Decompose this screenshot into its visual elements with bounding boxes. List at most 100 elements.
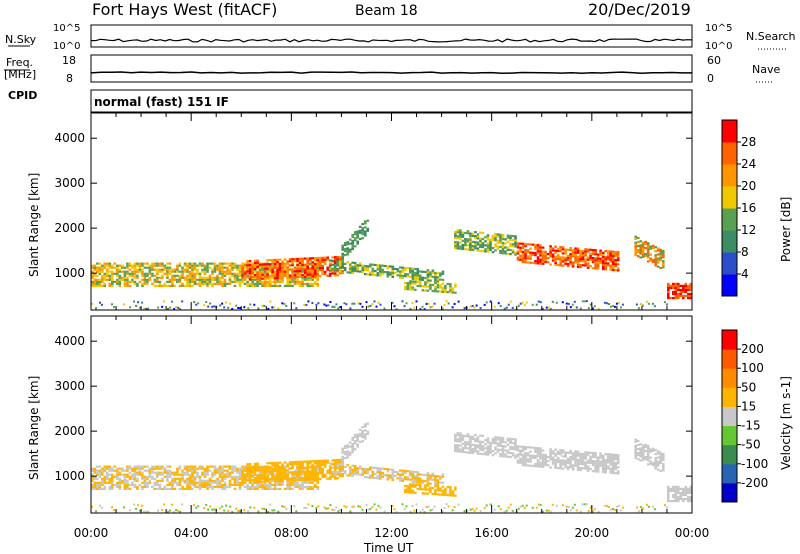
power-cell	[371, 273, 375, 276]
power-cell	[213, 278, 217, 281]
power-cell	[369, 263, 372, 266]
velocity-cell	[226, 475, 229, 478]
velocity-cell	[615, 505, 618, 508]
velocity-cell	[667, 495, 670, 499]
power-cell	[338, 272, 342, 275]
velocity-cell	[296, 477, 299, 480]
velocity-cell	[591, 510, 594, 513]
velocity-cell	[606, 455, 610, 458]
power-cell	[137, 301, 140, 304]
velocity-cell	[484, 451, 487, 454]
power-cell	[584, 262, 587, 265]
power-cell	[106, 278, 109, 281]
power-cell	[168, 278, 172, 281]
power-cell	[579, 307, 582, 310]
velocity-cell	[96, 471, 99, 474]
velocity-cell	[276, 469, 279, 472]
power-cell	[295, 307, 298, 310]
velocity-cell	[271, 474, 274, 477]
power-cell	[569, 306, 572, 309]
power-cell	[146, 280, 149, 283]
velocity-cell	[341, 463, 344, 466]
power-cell	[233, 262, 237, 265]
power-cell	[569, 253, 572, 256]
velocity-cell	[303, 476, 307, 479]
power-cell	[569, 257, 572, 260]
power-cell	[476, 235, 480, 238]
velocity-cell	[278, 481, 282, 484]
power-cell	[113, 306, 115, 309]
power-cell	[133, 272, 137, 275]
velocity-cell	[236, 467, 239, 470]
power-cell	[188, 262, 192, 265]
power-cell	[476, 247, 480, 250]
velocity-cell	[301, 460, 304, 463]
power-cell	[364, 269, 367, 272]
power-cell	[211, 272, 214, 275]
velocity-cell	[311, 468, 314, 471]
power-cell	[303, 263, 307, 266]
velocity-cell	[434, 491, 437, 494]
power-cell	[256, 277, 259, 280]
velocity-cell	[369, 468, 372, 471]
velocity-cell	[411, 505, 414, 508]
power-cell	[581, 300, 584, 303]
power-cell	[196, 272, 199, 275]
power-cell	[153, 284, 157, 287]
velocity-cell	[116, 475, 119, 478]
velocity-cell	[364, 429, 367, 432]
velocity-cell	[494, 452, 497, 455]
velocity-cell	[221, 479, 224, 482]
velocity-cell	[148, 471, 152, 474]
power-cell	[226, 268, 229, 271]
power-cell	[426, 285, 430, 288]
velocity-cell	[213, 479, 217, 482]
power-cell	[483, 303, 486, 306]
velocity-cell	[325, 507, 328, 510]
power-cell	[261, 268, 264, 271]
velocity-cell	[381, 473, 385, 476]
velocity-cell	[594, 462, 597, 465]
power-cell	[173, 308, 176, 311]
power-cell	[461, 243, 465, 246]
velocity-cell	[111, 479, 114, 482]
power-cell	[569, 255, 572, 258]
velocity-cell	[153, 465, 157, 468]
power-cell	[641, 253, 645, 256]
velocity-cell	[111, 467, 114, 470]
velocity-cell	[266, 480, 269, 483]
velocity-cell	[171, 483, 174, 486]
power-cell	[249, 303, 252, 306]
velocity-cell	[614, 453, 617, 457]
velocity-cell	[669, 487, 673, 490]
velocity-cell	[296, 475, 299, 478]
power-cell	[221, 280, 224, 283]
power-cell	[541, 246, 545, 249]
power-cell	[479, 239, 482, 242]
velocity-cell	[366, 476, 370, 479]
power-cell	[311, 271, 314, 274]
power-cell	[526, 243, 530, 246]
power-cell	[634, 241, 637, 244]
power-cell	[404, 268, 407, 272]
power-cell	[206, 264, 209, 267]
velocity-cell	[447, 505, 450, 508]
power-cell	[236, 268, 239, 271]
velocity-cell	[301, 462, 304, 465]
velocity-cell	[231, 467, 234, 470]
power-cell	[101, 270, 104, 273]
velocity-cell	[191, 487, 194, 490]
velocity-cell	[276, 461, 279, 464]
power-cell	[98, 266, 102, 269]
power-cell	[333, 305, 336, 308]
velocity-cell	[116, 483, 119, 486]
velocity-cell	[253, 478, 257, 482]
velocity-cell	[126, 465, 129, 468]
velocity-cell	[271, 468, 274, 471]
power-cell	[143, 276, 147, 279]
velocity-cell	[399, 473, 402, 476]
power-cell	[596, 263, 600, 266]
velocity-cell	[651, 463, 655, 467]
power-cell	[434, 290, 437, 293]
